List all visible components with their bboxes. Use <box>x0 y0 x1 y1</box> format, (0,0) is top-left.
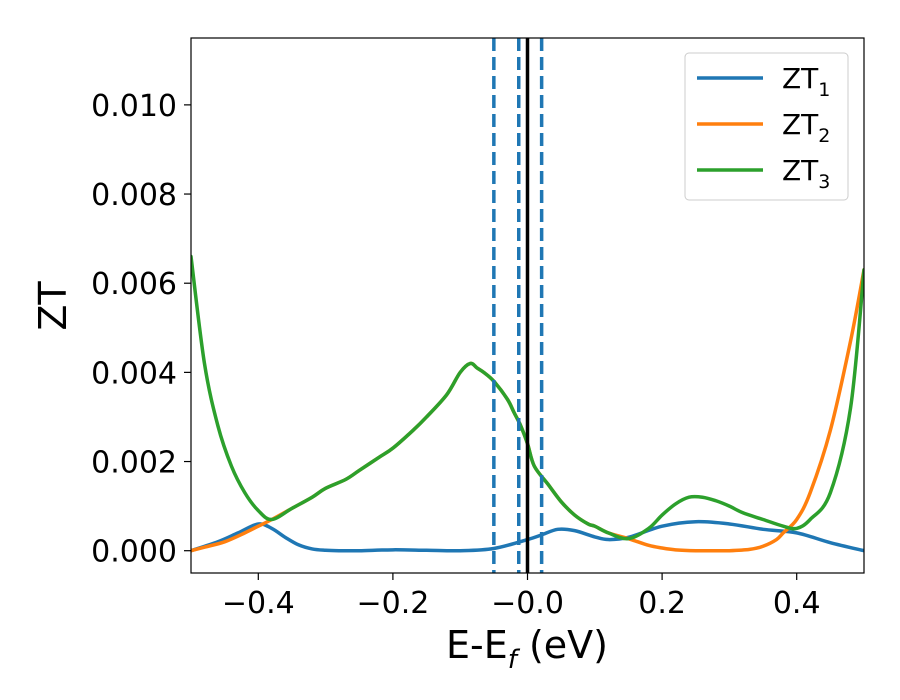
y-tick-label: 0.006 <box>91 267 177 302</box>
series-line-zt3 <box>191 254 864 541</box>
x-axis-title: E-Ef (eV) <box>446 623 608 675</box>
y-tick-label: 0.000 <box>91 535 177 570</box>
x-tick-label: −0.2 <box>356 586 429 621</box>
legend-frame <box>684 52 849 201</box>
y-axis-ticks: 0.000 0.002 0.004 0.006 0.008 0.010 <box>91 89 191 570</box>
legend-label-zt2: ZT2 <box>782 108 830 147</box>
y-tick-label: 0.002 <box>91 446 177 481</box>
x-axis-title-unit: (eV) <box>517 623 608 667</box>
y-tick-label: 0.004 <box>91 356 177 391</box>
y-tick-label: 0.008 <box>91 178 177 213</box>
legend-label-zt1: ZT1 <box>782 62 830 101</box>
y-tick-label: 0.010 <box>91 89 177 124</box>
x-tick-label: 0.4 <box>773 586 821 621</box>
x-tick-label: −0.4 <box>222 586 295 621</box>
vertical-lines <box>492 38 544 573</box>
series-line-zt1 <box>191 519 864 553</box>
legend-label-zt3: ZT3 <box>782 154 830 193</box>
x-tick-label: −0.0 <box>491 586 564 621</box>
x-axis-ticks: −0.4 −0.2 −0.0 0.2 0.4 <box>222 573 821 621</box>
y-axis-title: ZT <box>31 281 75 331</box>
x-tick-label: 0.2 <box>638 586 686 621</box>
legend: ZT1 ZT2 ZT3 <box>684 52 849 201</box>
